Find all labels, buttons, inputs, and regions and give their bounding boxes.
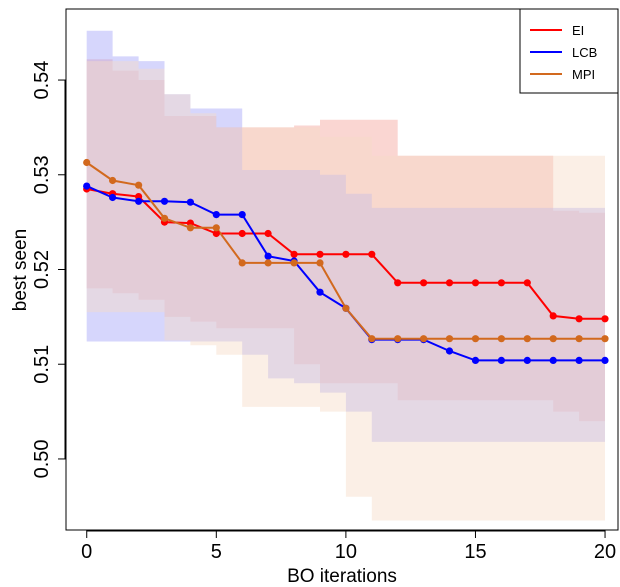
y-tick-label: 0.51 [31, 345, 53, 384]
point-mpi [186, 224, 194, 232]
point-lcb [523, 356, 531, 364]
point-mpi [316, 259, 324, 267]
point-mpi [160, 214, 169, 222]
legend-label-mpi: MPI [572, 67, 595, 82]
band-ei [86, 59, 605, 422]
point-ei [497, 279, 505, 287]
point-lcb [575, 356, 583, 364]
legend-label-ei: EI [572, 23, 584, 38]
x-tick-label: 15 [464, 541, 486, 563]
point-mpi [575, 335, 583, 343]
point-mpi [497, 335, 505, 343]
point-lcb [264, 252, 272, 260]
series-points [83, 158, 609, 364]
point-ei [394, 279, 402, 287]
point-lcb [601, 356, 609, 364]
point-mpi [264, 259, 272, 267]
point-lcb [497, 356, 505, 364]
point-ei [549, 312, 557, 320]
point-lcb [316, 288, 324, 296]
point-mpi [135, 181, 143, 189]
point-lcb [445, 347, 454, 355]
legend: EI LCB MPI [519, 8, 619, 94]
point-ei [264, 229, 272, 238]
x-tick-label: 5 [211, 541, 222, 563]
x-tick-label: 10 [335, 541, 357, 563]
point-ei [523, 279, 531, 287]
point-mpi [445, 335, 454, 343]
point-lcb [238, 211, 246, 219]
point-mpi [290, 259, 298, 267]
x-axis-label: BO iterations [287, 566, 397, 587]
point-lcb [186, 198, 194, 206]
point-ei [368, 250, 376, 258]
point-ei [601, 315, 609, 323]
point-mpi [368, 335, 376, 343]
point-lcb [160, 197, 169, 205]
point-mpi [238, 259, 246, 267]
point-lcb [83, 182, 91, 190]
point-mpi [601, 335, 609, 343]
point-lcb [109, 193, 117, 202]
point-ei [238, 229, 246, 238]
y-tick-label: 0.53 [31, 155, 53, 194]
point-mpi [83, 158, 91, 167]
y-tick-label: 0.52 [31, 250, 53, 289]
point-ei [575, 315, 583, 323]
point-ei [316, 250, 324, 258]
point-mpi [420, 335, 428, 343]
legend-label-lcb: LCB [572, 45, 597, 60]
point-lcb [471, 356, 480, 364]
point-ei [212, 229, 220, 238]
point-ei [471, 279, 480, 287]
point-lcb [212, 211, 220, 219]
y-axis-label: best seen [10, 229, 31, 311]
confidence-bands [86, 30, 605, 521]
y-tick-label: 0.54 [31, 61, 53, 100]
x-axis: 0 5 10 15 20 [81, 530, 616, 563]
point-ei [420, 279, 428, 287]
point-lcb [549, 356, 557, 364]
point-mpi [549, 335, 557, 343]
point-ei [342, 250, 350, 258]
y-tick-label: 0.50 [31, 439, 53, 478]
x-tick-label: 20 [594, 541, 616, 563]
point-mpi [394, 335, 402, 343]
band-mpi [86, 61, 605, 521]
point-mpi [523, 335, 531, 343]
y-axis: 0.50 0.51 0.52 0.53 0.54 [31, 61, 66, 478]
point-ei [445, 279, 454, 287]
x-tick-label: 0 [81, 541, 92, 563]
point-ei [290, 250, 298, 258]
point-mpi [471, 335, 480, 343]
point-lcb [135, 197, 143, 205]
point-mpi [342, 304, 350, 312]
point-mpi [109, 176, 117, 185]
point-mpi [212, 224, 220, 232]
